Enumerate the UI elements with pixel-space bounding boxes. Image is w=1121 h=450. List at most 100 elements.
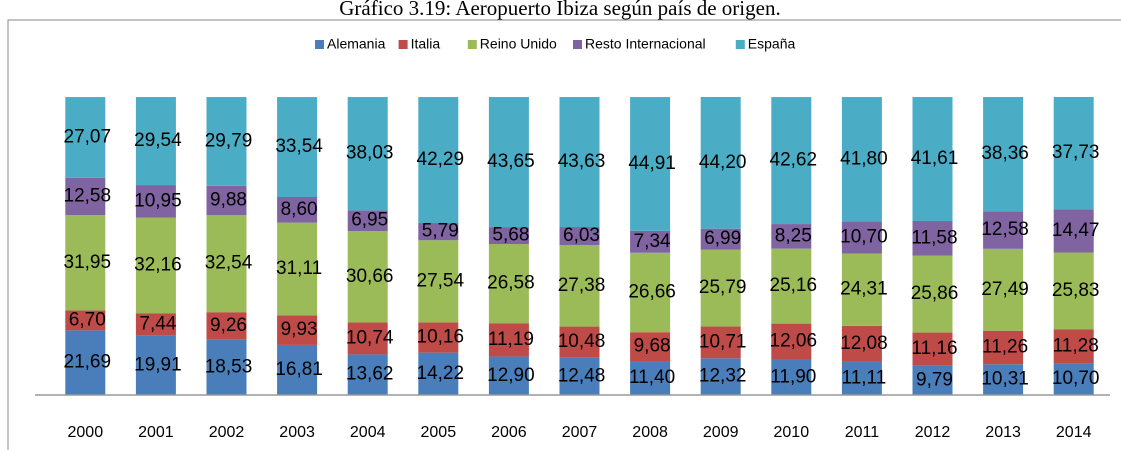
bar-segment: [206, 312, 247, 340]
data-label: 29,54: [134, 130, 182, 151]
data-label: 16,81: [275, 359, 323, 380]
bar-segment: [630, 252, 671, 333]
data-label: 44,20: [699, 152, 747, 173]
bar-segment: [65, 97, 106, 178]
bar-segment: [418, 240, 459, 323]
bar-segment: [841, 325, 882, 362]
bar-segment: [700, 358, 741, 395]
x-tick-label: 2005: [421, 424, 457, 441]
data-label: 12,32: [699, 366, 747, 387]
bar-segment: [135, 313, 176, 336]
data-label: 32,54: [205, 253, 253, 274]
bar-segment: [559, 227, 600, 246]
data-label: 8,25: [775, 225, 812, 246]
data-label: 10,48: [558, 331, 606, 352]
bar-segment: [418, 223, 459, 241]
bar-segment: [1053, 209, 1094, 253]
legend-swatch: [315, 40, 324, 49]
bar-segment: [700, 228, 741, 250]
bar-segment: [277, 222, 318, 316]
data-label: 10,70: [1052, 368, 1100, 389]
bar-segment: [347, 354, 388, 395]
data-label: 11,90: [770, 366, 816, 387]
x-tick-label: 2014: [1056, 424, 1092, 441]
data-label: 7,44: [139, 314, 176, 335]
data-label: 9,93: [281, 319, 318, 340]
bar-segment: [700, 326, 741, 359]
bar-segment: [841, 221, 882, 254]
legend-label: Italia: [411, 36, 441, 52]
bar-segment: [65, 330, 106, 395]
chart-title: Gráfico 3.19: Aeropuerto Ibiza según paí…: [339, 0, 780, 20]
bar-segment: [1053, 97, 1094, 210]
bar-segment: [206, 185, 247, 216]
data-label: 42,62: [770, 150, 818, 171]
data-label: 12,90: [487, 365, 535, 386]
data-label: 27,38: [558, 275, 606, 296]
bar-segment: [277, 344, 318, 395]
data-label: 44,91: [628, 153, 676, 174]
bar-segment: [206, 97, 247, 186]
bar-segment: [206, 215, 247, 313]
data-label: 31,11: [276, 258, 322, 279]
data-label: 11,26: [982, 337, 1028, 358]
data-label: 41,80: [840, 148, 888, 169]
data-label: 10,70: [840, 227, 888, 248]
data-label: 11,19: [488, 329, 534, 350]
bar-segment: [559, 97, 600, 228]
bar-segment: [65, 310, 106, 331]
data-label: 9,79: [916, 369, 953, 390]
bar-segment: [135, 97, 176, 186]
bar-segment: [488, 227, 529, 245]
data-label: 12,06: [770, 331, 818, 352]
bar-segment: [277, 196, 318, 223]
bar-segment: [630, 332, 671, 362]
data-label: 25,83: [1052, 280, 1100, 301]
data-label: 7,34: [634, 231, 671, 252]
data-label: 6,70: [69, 309, 106, 330]
x-tick-label: 2002: [209, 424, 245, 441]
bar-segment: [983, 248, 1024, 331]
x-tick-label: 2011: [845, 424, 880, 441]
bar-segment: [488, 244, 529, 324]
data-label: 9,68: [634, 336, 671, 357]
data-label: 5,79: [422, 221, 459, 242]
bar-segment: [559, 245, 600, 327]
data-label: 25,79: [699, 277, 747, 298]
data-label: 10,31: [981, 369, 1029, 390]
data-label: 8,60: [281, 199, 318, 220]
data-label: 10,71: [699, 331, 747, 352]
bar-segment: [771, 248, 812, 324]
bar-segment: [630, 230, 671, 253]
bar-segment: [1053, 363, 1094, 395]
data-label: 11,40: [629, 367, 675, 388]
bar-segment: [841, 253, 882, 326]
data-label: 25,16: [770, 275, 818, 296]
x-tick-label: 2000: [68, 424, 104, 441]
data-label: 32,16: [134, 255, 182, 276]
data-label: 11,11: [842, 367, 887, 388]
data-label: 27,49: [981, 279, 1029, 300]
data-label: 42,29: [417, 149, 465, 170]
bar-segment: [418, 322, 459, 353]
data-label: 11,58: [911, 227, 957, 248]
x-tick-label: 2008: [632, 424, 668, 441]
data-label: 37,73: [1052, 142, 1100, 163]
data-label: 21,69: [64, 352, 112, 373]
bar-segment: [347, 97, 388, 211]
bar-segment: [983, 97, 1024, 212]
bar-segment: [700, 97, 741, 229]
bar-segment: [841, 97, 882, 222]
bar-segment: [65, 215, 106, 311]
data-label: 43,65: [487, 151, 535, 172]
bar-segment: [771, 97, 812, 225]
bar-segment: [418, 97, 459, 224]
data-label: 9,26: [210, 315, 247, 336]
bar-segment: [771, 224, 812, 249]
data-label: 6,03: [563, 225, 600, 246]
data-label: 6,99: [704, 228, 741, 249]
x-tick-label: 2009: [703, 424, 739, 441]
data-label: 26,66: [628, 281, 676, 302]
data-label: 25,86: [911, 283, 959, 304]
